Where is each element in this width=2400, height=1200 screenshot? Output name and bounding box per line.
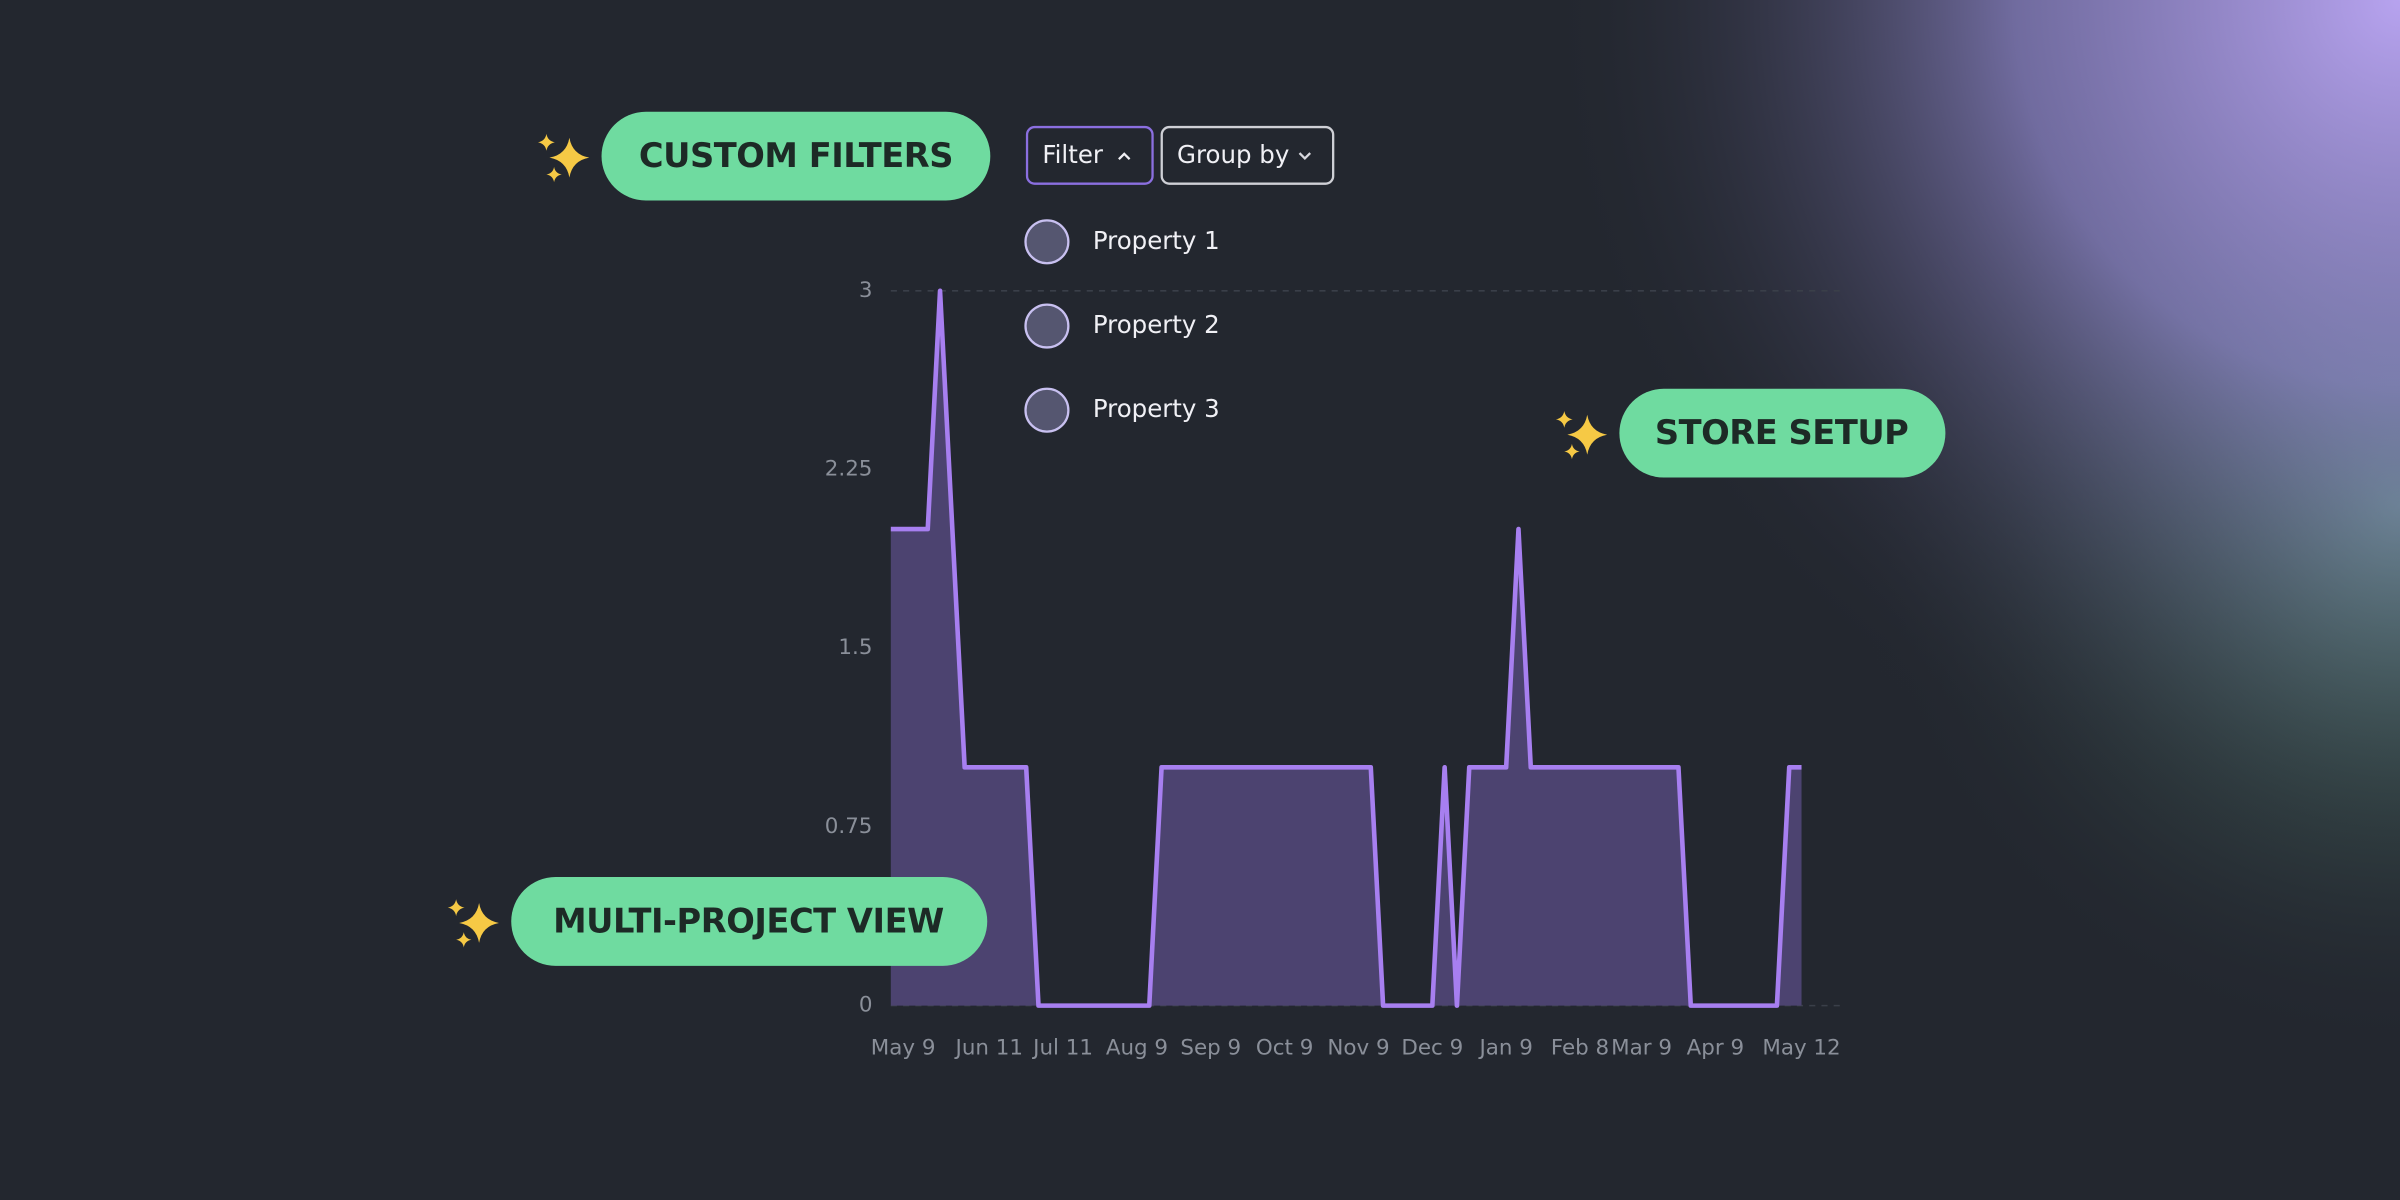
- area: [890, 290, 1802, 1006]
- badge-label: CUSTOM FILTERS: [639, 136, 953, 175]
- line: [890, 288, 1802, 1008]
- radio[interactable]: [1024, 219, 1070, 265]
- badge-label: MULTI-PROJECT VIEW: [553, 901, 944, 940]
- x-tick-label: May 12: [1762, 1035, 1840, 1060]
- x-tick-label: Jan 9: [1477, 1035, 1532, 1060]
- badge: MULTI-PROJECT VIEW: [447, 877, 988, 966]
- badge-label: STORE SETUP: [1655, 413, 1909, 452]
- radio[interactable]: [1024, 387, 1070, 433]
- property-list: Property 1 Property 2 Property 3: [1024, 219, 1220, 433]
- badge: STORE SETUP: [1555, 388, 1946, 478]
- radio[interactable]: [1024, 303, 1070, 349]
- x-tick-label: Nov 9: [1327, 1035, 1389, 1060]
- x-tick-label: May 9: [871, 1035, 936, 1060]
- group-by-button[interactable]: Group by: [1160, 125, 1335, 185]
- chart: 0 0.75 1.5 2.25 3 May 9 Jun 11 Jul 11 Aug 9 Sep 9…: [825, 278, 1845, 1060]
- x-tick-label: Jul 11: [1031, 1035, 1093, 1060]
- property-label: Property 1: [1093, 226, 1220, 255]
- filter-button[interactable]: Filter: [1025, 125, 1154, 185]
- x-tick-label: Oct 9: [1256, 1035, 1313, 1060]
- y-tick-label: 0: [859, 993, 873, 1018]
- x-tick-label: Jun 11: [954, 1035, 1024, 1060]
- y-tick-label: 1.5: [838, 635, 872, 660]
- x-tick-label: Aug 9: [1106, 1035, 1168, 1060]
- property-label: Property 3: [1093, 394, 1220, 423]
- button-label: Filter: [1042, 140, 1104, 169]
- x-tick-label: Apr 9: [1687, 1035, 1744, 1060]
- property-label: Property 2: [1093, 310, 1220, 339]
- y-tick-label: 3: [859, 278, 873, 303]
- x-tick-label: Feb 8: [1551, 1035, 1609, 1060]
- x-tick-label: Sep 9: [1180, 1035, 1241, 1060]
- badge: CUSTOM FILTERS: [538, 111, 991, 201]
- y-tick-label: 2.25: [825, 457, 873, 482]
- x-tick-label: Dec 9: [1401, 1035, 1463, 1060]
- x-tick-label: Mar 9: [1611, 1035, 1672, 1060]
- button-label: Group by: [1177, 140, 1289, 169]
- y-tick-label: 0.75: [825, 814, 873, 839]
